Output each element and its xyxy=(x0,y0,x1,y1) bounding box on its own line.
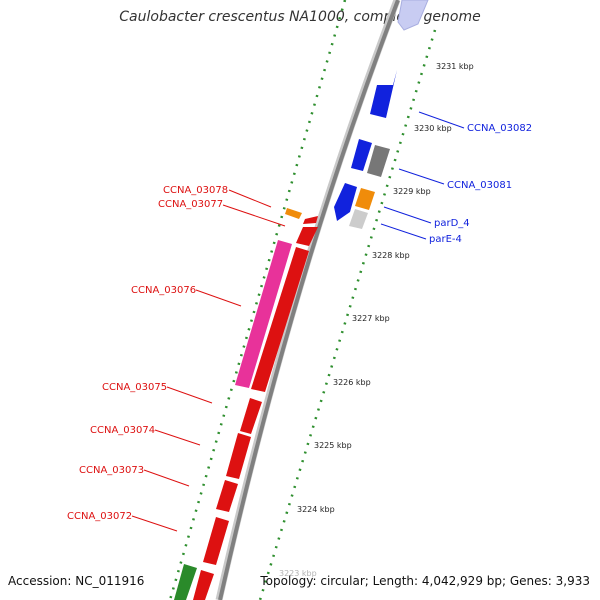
gene-orange-1 xyxy=(355,188,375,210)
gene-red-long-top xyxy=(296,227,318,246)
tick-label: 3229 kbp xyxy=(393,187,431,196)
tick-label: 3226 kbp xyxy=(333,378,371,387)
gene-top-faded xyxy=(397,0,429,31)
gene-label-ccna-03075: CCNA_03075 xyxy=(102,382,167,393)
gene-ccna-03078 xyxy=(303,216,318,224)
forward-labels: CCNA_03082 CCNA_03081 parD_4 parE-4 xyxy=(380,111,532,245)
gene-label-pare-4: parE-4 xyxy=(429,234,462,245)
tick-label: 3227 kbp xyxy=(352,314,390,323)
leader-line xyxy=(228,189,272,208)
topology-text: Topology: circular; Length: 4,042,929 bp… xyxy=(260,574,590,588)
leader-line xyxy=(222,204,286,227)
gene-label-ccna-03074: CCNA_03074 xyxy=(90,425,155,436)
gene-ccna-03077 xyxy=(285,208,302,219)
leader-line xyxy=(143,469,190,487)
gene-label-ccna-03081: CCNA_03081 xyxy=(447,180,512,191)
gene-label-pard-4: parD_4 xyxy=(434,218,470,229)
accession-text: Accession: NC_011916 xyxy=(8,574,145,588)
leader-line xyxy=(166,386,213,404)
gene-ccna-03074 xyxy=(226,433,251,479)
gene-label-ccna-03072: CCNA_03072 xyxy=(67,511,132,522)
leader-line xyxy=(398,168,445,185)
leader-line xyxy=(131,515,178,532)
gene-label-ccna-03077: CCNA_03077 xyxy=(158,199,223,210)
gene-red-bottom xyxy=(193,570,214,600)
gene-label-ccna-03076: CCNA_03076 xyxy=(131,285,196,296)
tick-labels: 3223 kbp 3224 kbp 3225 kbp 3226 kbp 3227… xyxy=(279,62,474,578)
tick-label: 3223 kbp xyxy=(279,569,317,578)
gene-pare-4 xyxy=(349,209,368,229)
reverse-labels: CCNA_03078 CCNA_03077 CCNA_03076 CCNA_03… xyxy=(67,185,286,532)
outer-dotted-ring xyxy=(258,29,437,600)
tick-label: 3231 kbp xyxy=(436,62,474,71)
gene-label-ccna-03073: CCNA_03073 xyxy=(79,465,144,476)
gene-ccna-03075 xyxy=(240,398,262,434)
leader-line xyxy=(154,429,201,446)
tick-label: 3225 kbp xyxy=(314,441,352,450)
gene-label-ccna-03082: CCNA_03082 xyxy=(467,123,532,134)
leader-line xyxy=(195,289,242,307)
gene-grey-1 xyxy=(367,145,390,177)
gene-ccna-03072 xyxy=(203,517,229,565)
backbone xyxy=(215,0,401,600)
tick-label: 3228 kbp xyxy=(372,251,410,260)
leader-line xyxy=(383,206,432,224)
gene-ccna-03073 xyxy=(216,480,238,512)
gene-ccna-03081 xyxy=(351,139,372,171)
gene-red-long xyxy=(251,247,309,392)
leader-line xyxy=(418,111,465,129)
gene-label-ccna-03078: CCNA_03078 xyxy=(163,185,228,196)
gene-pard-4 xyxy=(334,183,357,221)
gene-ccna-03076 xyxy=(235,240,292,388)
tick-label: 3224 kbp xyxy=(297,505,335,514)
gene-ccna-03082 xyxy=(370,70,397,118)
leader-line xyxy=(380,223,427,240)
gene-green-bottom xyxy=(174,564,197,600)
tick-label: 3230 kbp xyxy=(414,124,452,133)
